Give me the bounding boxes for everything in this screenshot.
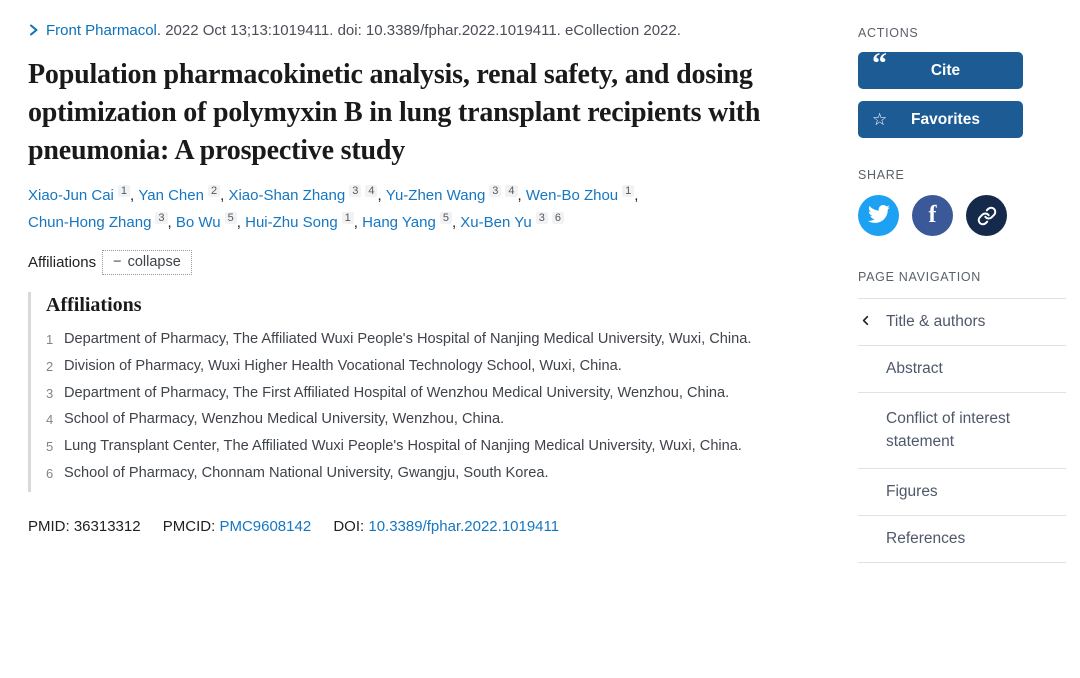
- nav-item-figures[interactable]: Figures: [858, 469, 1066, 516]
- affiliations-heading: Affiliations: [46, 294, 142, 317]
- nav-item-title-authors[interactable]: Title & authors: [858, 299, 1066, 346]
- author-affiliation-sup[interactable]: 4: [365, 185, 378, 198]
- affiliations-toggle-row: Affiliations − collapse: [28, 250, 788, 276]
- permalink-icon: [977, 206, 997, 226]
- affiliations-collapse-button[interactable]: − collapse: [102, 250, 192, 276]
- affiliation-number: 3: [46, 385, 54, 401]
- share-facebook-button[interactable]: f: [912, 195, 953, 236]
- affiliations-inline-label: Affiliations: [28, 254, 97, 272]
- author-affiliation-sup[interactable]: 3: [349, 185, 362, 198]
- page-navigation-section: PAGE NAVIGATION Title & authors Abstract…: [858, 270, 1066, 563]
- facebook-icon: f: [928, 202, 937, 228]
- affiliation-text: Department of Pharmacy, The First Affili…: [64, 384, 730, 401]
- twitter-icon: [867, 203, 890, 228]
- author: Xiao-Shan Zhang 3 4: [228, 185, 386, 205]
- star-icon: ☆: [872, 109, 888, 129]
- author-affiliation-sup[interactable]: 3: [489, 185, 502, 198]
- page-navigation-list: Title & authors Abstract Conflict of int…: [858, 298, 1066, 563]
- affiliation-item: 4 School of Pharmacy, Wenzhou Medical Uni…: [46, 408, 783, 432]
- affiliation-number: 1: [46, 332, 54, 348]
- affiliation-number: 4: [46, 412, 54, 428]
- author-affiliation-sup[interactable]: 3: [535, 212, 548, 225]
- affiliation-number: 6: [46, 465, 54, 481]
- author-affiliation-sup[interactable]: 1: [341, 212, 354, 225]
- journal-citation-line: Front Pharmacol. 2022 Oct 13;13:1019411.…: [28, 22, 788, 39]
- sidebar: ACTIONS “ Cite ☆ Favorites SHARE f PAGE …: [858, 26, 1066, 563]
- pmcid-link[interactable]: PMC9608142: [219, 518, 312, 536]
- author-link[interactable]: Bo Wu: [175, 214, 221, 232]
- nav-item-conflict-of-interest[interactable]: Conflict of interest statement: [858, 393, 1066, 469]
- author: Xiao-Jun Cai 1: [28, 185, 138, 205]
- share-section: SHARE f: [858, 168, 1066, 236]
- minus-icon: −: [113, 254, 122, 271]
- author: Wen-Bo Zhou 1: [525, 185, 638, 205]
- author-affiliation-sup[interactable]: 6: [551, 212, 564, 225]
- author-affiliation-sup[interactable]: 1: [622, 185, 635, 198]
- affiliation-text: School of Pharmacy, Chonnam National Uni…: [64, 464, 549, 481]
- page-navigation-heading: PAGE NAVIGATION: [858, 270, 982, 284]
- author-link[interactable]: Xu-Ben Yu: [460, 214, 532, 232]
- pmid-label: PMID:: [28, 518, 70, 536]
- author: Yu-Zhen Wang 3 4: [385, 185, 526, 205]
- author-link[interactable]: Wen-Bo Zhou: [525, 187, 619, 205]
- author-affiliation-sup[interactable]: 2: [207, 185, 221, 198]
- affiliations-panel: Affiliations 1 Department of Pharmacy, Th…: [28, 292, 783, 493]
- nav-item-abstract[interactable]: Abstract: [858, 346, 1066, 393]
- pmcid-label: PMCID:: [162, 518, 216, 536]
- author-link[interactable]: Xiao-Jun Cai: [28, 187, 114, 205]
- author-affiliation-sup[interactable]: 3: [155, 212, 168, 225]
- author: Yan Chen 2: [138, 185, 228, 205]
- affiliation-number: 5: [46, 438, 54, 454]
- affiliation-item: 1 Department of Pharmacy, The Affiliated …: [46, 328, 783, 352]
- author: Hang Yang 5: [362, 212, 460, 232]
- author-affiliation-sup[interactable]: 5: [439, 212, 452, 225]
- citation-text: . 2022 Oct 13;13:1019411. doi: 10.3389/f…: [156, 22, 681, 39]
- affiliation-number: 2: [46, 359, 54, 375]
- share-twitter-button[interactable]: [858, 195, 899, 236]
- author: Chun-Hong Zhang 3: [28, 212, 176, 232]
- author-link[interactable]: Yu-Zhen Wang: [385, 187, 486, 205]
- chevron-left-icon: [858, 313, 873, 333]
- author-affiliation-sup[interactable]: 1: [117, 185, 131, 198]
- author-link[interactable]: Hang Yang: [362, 214, 436, 232]
- author-link[interactable]: Hui-Zhu Song: [245, 214, 338, 232]
- article-header: Front Pharmacol. 2022 Oct 13;13:1019411.…: [28, 22, 788, 535]
- identifiers-row: PMID: 36313312 PMCID: PMC9608142 DOI: 10…: [28, 518, 788, 535]
- doi-link[interactable]: 10.3389/fphar.2022.1019411: [368, 518, 560, 536]
- affiliation-item: 3 Department of Pharmacy, The First Affil…: [46, 382, 783, 406]
- author-link[interactable]: Chun-Hong Zhang: [28, 214, 152, 232]
- nav-item-references[interactable]: References: [858, 516, 1066, 563]
- affiliations-list: 1 Department of Pharmacy, The Affiliated …: [46, 328, 783, 485]
- share-heading: SHARE: [858, 168, 905, 182]
- chevron-right-icon: [28, 23, 39, 40]
- affiliation-item: 2 Division of Pharmacy, Wuxi Higher Healt…: [46, 355, 783, 379]
- affiliation-text: Department of Pharmacy, The Affiliated W…: [64, 331, 752, 348]
- share-permalink-button[interactable]: [966, 195, 1007, 236]
- quote-icon: “: [872, 47, 887, 80]
- actions-heading: ACTIONS: [858, 26, 919, 40]
- author: Hui-Zhu Song 1: [245, 212, 362, 232]
- cite-button[interactable]: “ Cite: [858, 47, 1023, 89]
- author: Bo Wu 5: [175, 212, 245, 232]
- pmid-value: 36313312: [73, 518, 141, 536]
- author-link[interactable]: Xiao-Shan Zhang: [228, 187, 346, 205]
- affiliation-item: 5 Lung Transplant Center, The Affiliated …: [46, 435, 783, 459]
- author-affiliation-sup[interactable]: 5: [224, 212, 237, 225]
- journal-link[interactable]: Front Pharmacol: [46, 22, 157, 39]
- article-title: Population pharmacokinetic analysis, ren…: [28, 59, 761, 166]
- doi-label: DOI:: [333, 518, 365, 536]
- favorites-button[interactable]: ☆ Favorites: [858, 101, 1023, 138]
- affiliation-text: School of Pharmacy, Wenzhou Medical Univ…: [64, 411, 505, 428]
- author-affiliation-sup[interactable]: 4: [505, 185, 518, 198]
- affiliation-text: Division of Pharmacy, Wuxi Higher Health…: [64, 358, 622, 375]
- affiliation-item: 6 School of Pharmacy, Chonnam National Un…: [46, 462, 783, 486]
- affiliation-text: Lung Transplant Center, The Affiliated W…: [64, 437, 742, 454]
- author-link[interactable]: Yan Chen: [138, 187, 204, 205]
- author: Xu-Ben Yu 3 6: [460, 212, 564, 232]
